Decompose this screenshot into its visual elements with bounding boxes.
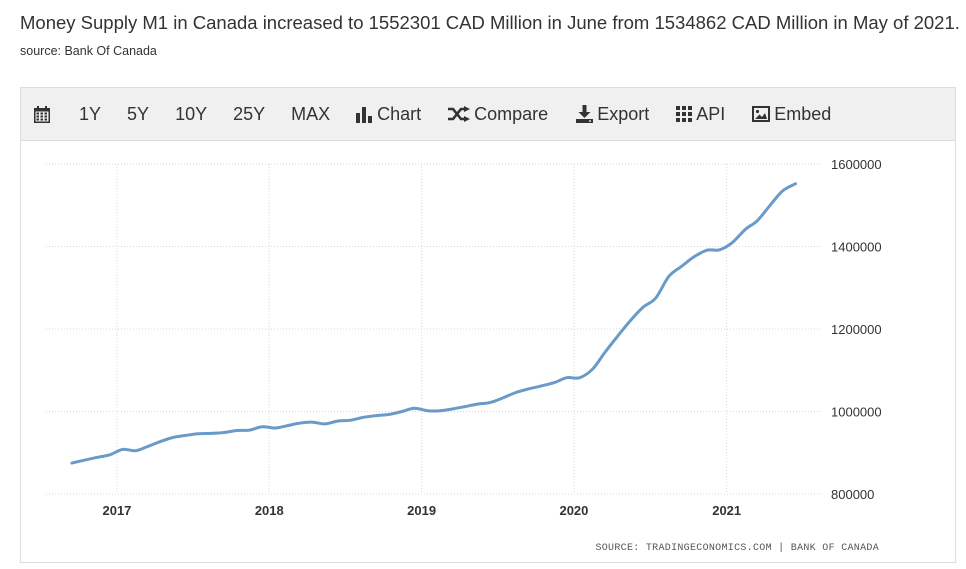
series-line [70, 182, 797, 465]
chart-button-label: Chart [377, 103, 422, 124]
y-tick-label: 1600000 [831, 157, 882, 172]
api-button[interactable]: API [676, 88, 725, 140]
x-tick-label: 2019 [407, 503, 436, 518]
range-5y-button[interactable]: 5Y [127, 103, 150, 124]
headline-text: Money Supply M1 in Canada increased to 1… [20, 12, 960, 33]
export-button-label: Export [597, 103, 650, 124]
shuffle-icon [448, 106, 471, 122]
chart-panel: 1Y 5Y 10Y 25Y MAX Chart Compare [20, 87, 956, 563]
grid-icon [676, 106, 693, 122]
y-tick-label: 1400000 [831, 240, 882, 255]
range-1y-button[interactable]: 1Y [79, 103, 102, 124]
x-tick-label: 2020 [559, 503, 588, 518]
compare-button-label: Compare [474, 103, 549, 124]
chart-source-note: SOURCE: TRADINGECONOMICS.COM | BANK OF C… [595, 542, 879, 554]
embed-button-label: Embed [774, 103, 832, 124]
export-button[interactable]: Export [576, 88, 649, 140]
bar-chart-icon [356, 106, 373, 123]
headline-source: source: Bank Of Canada [20, 44, 157, 58]
chart-button[interactable]: Chart [356, 88, 421, 140]
download-icon [576, 105, 594, 123]
api-button-label: API [696, 103, 726, 124]
image-icon [752, 106, 771, 122]
range-25y-button[interactable]: 25Y [233, 103, 266, 124]
y-tick-label: 1200000 [831, 322, 882, 337]
calendar-icon [34, 105, 50, 123]
range-max-button[interactable]: MAX [291, 103, 331, 124]
y-tick-label: 800000 [831, 487, 874, 502]
x-tick-label: 2018 [255, 503, 284, 518]
chart-toolbar: 1Y 5Y 10Y 25Y MAX Chart Compare [21, 88, 955, 141]
calendar-button[interactable] [34, 88, 50, 140]
x-tick-label: 2021 [712, 503, 741, 518]
headline: Money Supply M1 in Canada increased to 1… [20, 10, 960, 64]
compare-button[interactable]: Compare [448, 88, 548, 140]
y-tick-label: 1000000 [831, 405, 882, 420]
x-tick-label: 2017 [102, 503, 131, 518]
embed-button[interactable]: Embed [752, 88, 831, 140]
range-10y-button[interactable]: 10Y [175, 103, 208, 124]
line-chart: 800000 1000000 1200000 1400000 1600000 2017 20… [46, 157, 882, 554]
